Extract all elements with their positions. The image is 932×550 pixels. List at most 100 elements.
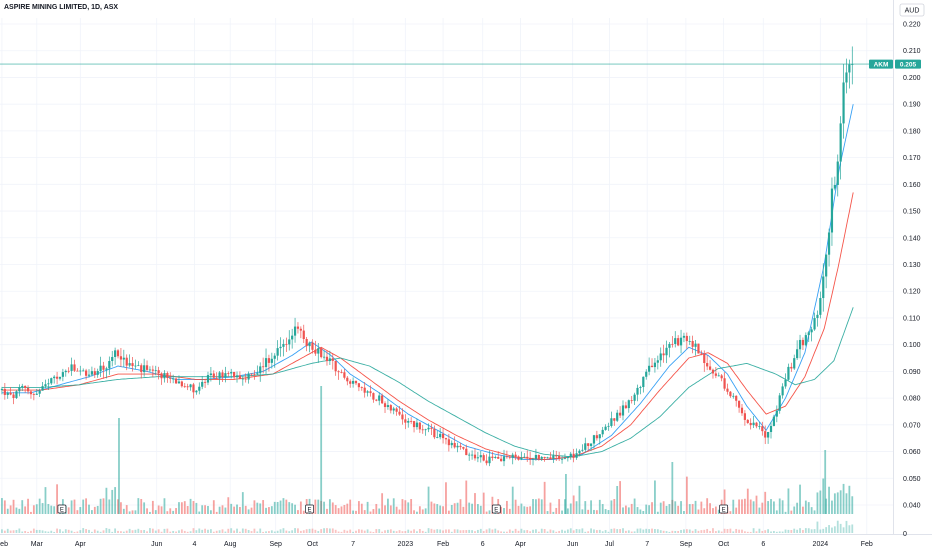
candle-body[interactable] <box>616 412 619 421</box>
candle-body[interactable] <box>157 370 160 374</box>
candle-body[interactable] <box>24 385 27 388</box>
candle-body[interactable] <box>671 343 674 345</box>
candle-body[interactable] <box>476 457 479 459</box>
candle-body[interactable] <box>726 388 729 392</box>
candle-body[interactable] <box>244 378 247 380</box>
candle-body[interactable] <box>520 457 523 460</box>
candle-body[interactable] <box>122 357 125 360</box>
candle-body[interactable] <box>154 370 157 371</box>
candle-body[interactable] <box>148 369 152 371</box>
candle-body[interactable] <box>552 455 555 459</box>
candle-body[interactable] <box>517 456 520 460</box>
candle-body[interactable] <box>293 326 297 336</box>
candle-body[interactable] <box>618 412 622 416</box>
candle-body[interactable] <box>627 400 630 409</box>
candle-body[interactable] <box>427 427 430 430</box>
candle-body[interactable] <box>642 376 645 387</box>
candle-body[interactable] <box>444 438 448 440</box>
candle-body[interactable] <box>508 456 511 458</box>
candle-body[interactable] <box>497 456 500 459</box>
candle-body[interactable] <box>813 318 816 330</box>
candle-body[interactable] <box>108 361 111 369</box>
candle-body[interactable] <box>320 348 323 358</box>
candle-body[interactable] <box>119 356 123 360</box>
candle-body[interactable] <box>215 377 218 379</box>
candle-body[interactable] <box>473 454 477 459</box>
candle-body[interactable] <box>195 390 198 393</box>
candle-body[interactable] <box>749 422 752 426</box>
candle-body[interactable] <box>201 381 204 387</box>
candle-body[interactable] <box>418 422 421 430</box>
candle-body[interactable] <box>15 391 18 398</box>
candle-body[interactable] <box>317 348 320 354</box>
candle-body[interactable] <box>137 365 140 367</box>
candle-body[interactable] <box>186 386 189 388</box>
candle-body[interactable] <box>79 370 82 372</box>
earnings-marker[interactable] <box>305 504 314 514</box>
candle-body[interactable] <box>816 314 819 319</box>
candle-body[interactable] <box>177 381 181 384</box>
candle-body[interactable] <box>595 435 598 439</box>
candle-body[interactable] <box>224 373 227 378</box>
candle-body[interactable] <box>96 370 99 375</box>
candle-body[interactable] <box>743 413 746 420</box>
candle-body[interactable] <box>807 332 810 336</box>
candle-body[interactable] <box>50 378 53 384</box>
candle-body[interactable] <box>804 335 807 346</box>
candle-body[interactable] <box>462 447 465 449</box>
candle-body[interactable] <box>41 386 44 391</box>
candle-body[interactable] <box>93 371 96 375</box>
candle-body[interactable] <box>276 348 279 356</box>
candle-body[interactable] <box>44 384 47 387</box>
candle-body[interactable] <box>415 422 419 428</box>
candle-body[interactable] <box>3 388 6 395</box>
candle-body[interactable] <box>105 368 108 370</box>
candle-body[interactable] <box>288 339 291 345</box>
candle-body[interactable] <box>325 356 329 362</box>
candle-body[interactable] <box>58 376 62 379</box>
candle-body[interactable] <box>328 358 331 362</box>
candle-body[interactable] <box>587 443 590 446</box>
candle-body[interactable] <box>659 353 662 361</box>
candle-body[interactable] <box>70 364 73 371</box>
price-axis[interactable]: 0.220 0.210 0.200 0.190 0.180 0.170 0.160 0.150… <box>903 22 921 539</box>
candle-body[interactable] <box>737 400 741 408</box>
candle-body[interactable] <box>511 454 514 458</box>
candle-body[interactable] <box>621 405 625 416</box>
candle-body[interactable] <box>534 455 538 459</box>
candle-body[interactable] <box>308 342 311 347</box>
candle-body[interactable] <box>796 349 799 359</box>
candle-body[interactable] <box>131 363 134 367</box>
candle-body[interactable] <box>668 343 671 348</box>
candle-body[interactable] <box>35 393 38 395</box>
candle-body[interactable] <box>227 373 230 374</box>
candles[interactable] <box>0 46 854 467</box>
time-axis[interactable]: Feb Mar Apr Jun 4 Aug Sep Oct 7 2023 Feb 6 Apr Jun Jul… <box>0 541 873 548</box>
candle-body[interactable] <box>502 456 506 462</box>
candle-body[interactable] <box>688 340 691 342</box>
candle-body[interactable] <box>221 372 224 378</box>
candle-body[interactable] <box>296 326 300 329</box>
candle-body[interactable] <box>140 365 143 373</box>
candle-body[interactable] <box>26 387 30 392</box>
candle-body[interactable] <box>714 373 717 376</box>
candle-body[interactable] <box>87 374 91 376</box>
candle-body[interactable] <box>241 378 244 380</box>
candle-body[interactable] <box>273 355 276 359</box>
candle-body[interactable] <box>729 391 732 397</box>
candle-body[interactable] <box>102 365 105 370</box>
candle-body[interactable] <box>822 276 825 299</box>
candle-body[interactable] <box>607 425 610 427</box>
candle-body[interactable] <box>679 337 683 346</box>
candle-body[interactable] <box>601 429 604 435</box>
candle-body[interactable] <box>230 371 233 374</box>
candle-body[interactable] <box>575 453 578 458</box>
candle-body[interactable] <box>848 64 851 73</box>
candle-body[interactable] <box>703 353 706 364</box>
candle-body[interactable] <box>436 437 439 438</box>
candle-body[interactable] <box>267 358 271 363</box>
candle-body[interactable] <box>238 375 242 380</box>
candle-body[interactable] <box>723 378 726 389</box>
candle-body[interactable] <box>247 373 250 380</box>
candle-body[interactable] <box>163 373 166 379</box>
